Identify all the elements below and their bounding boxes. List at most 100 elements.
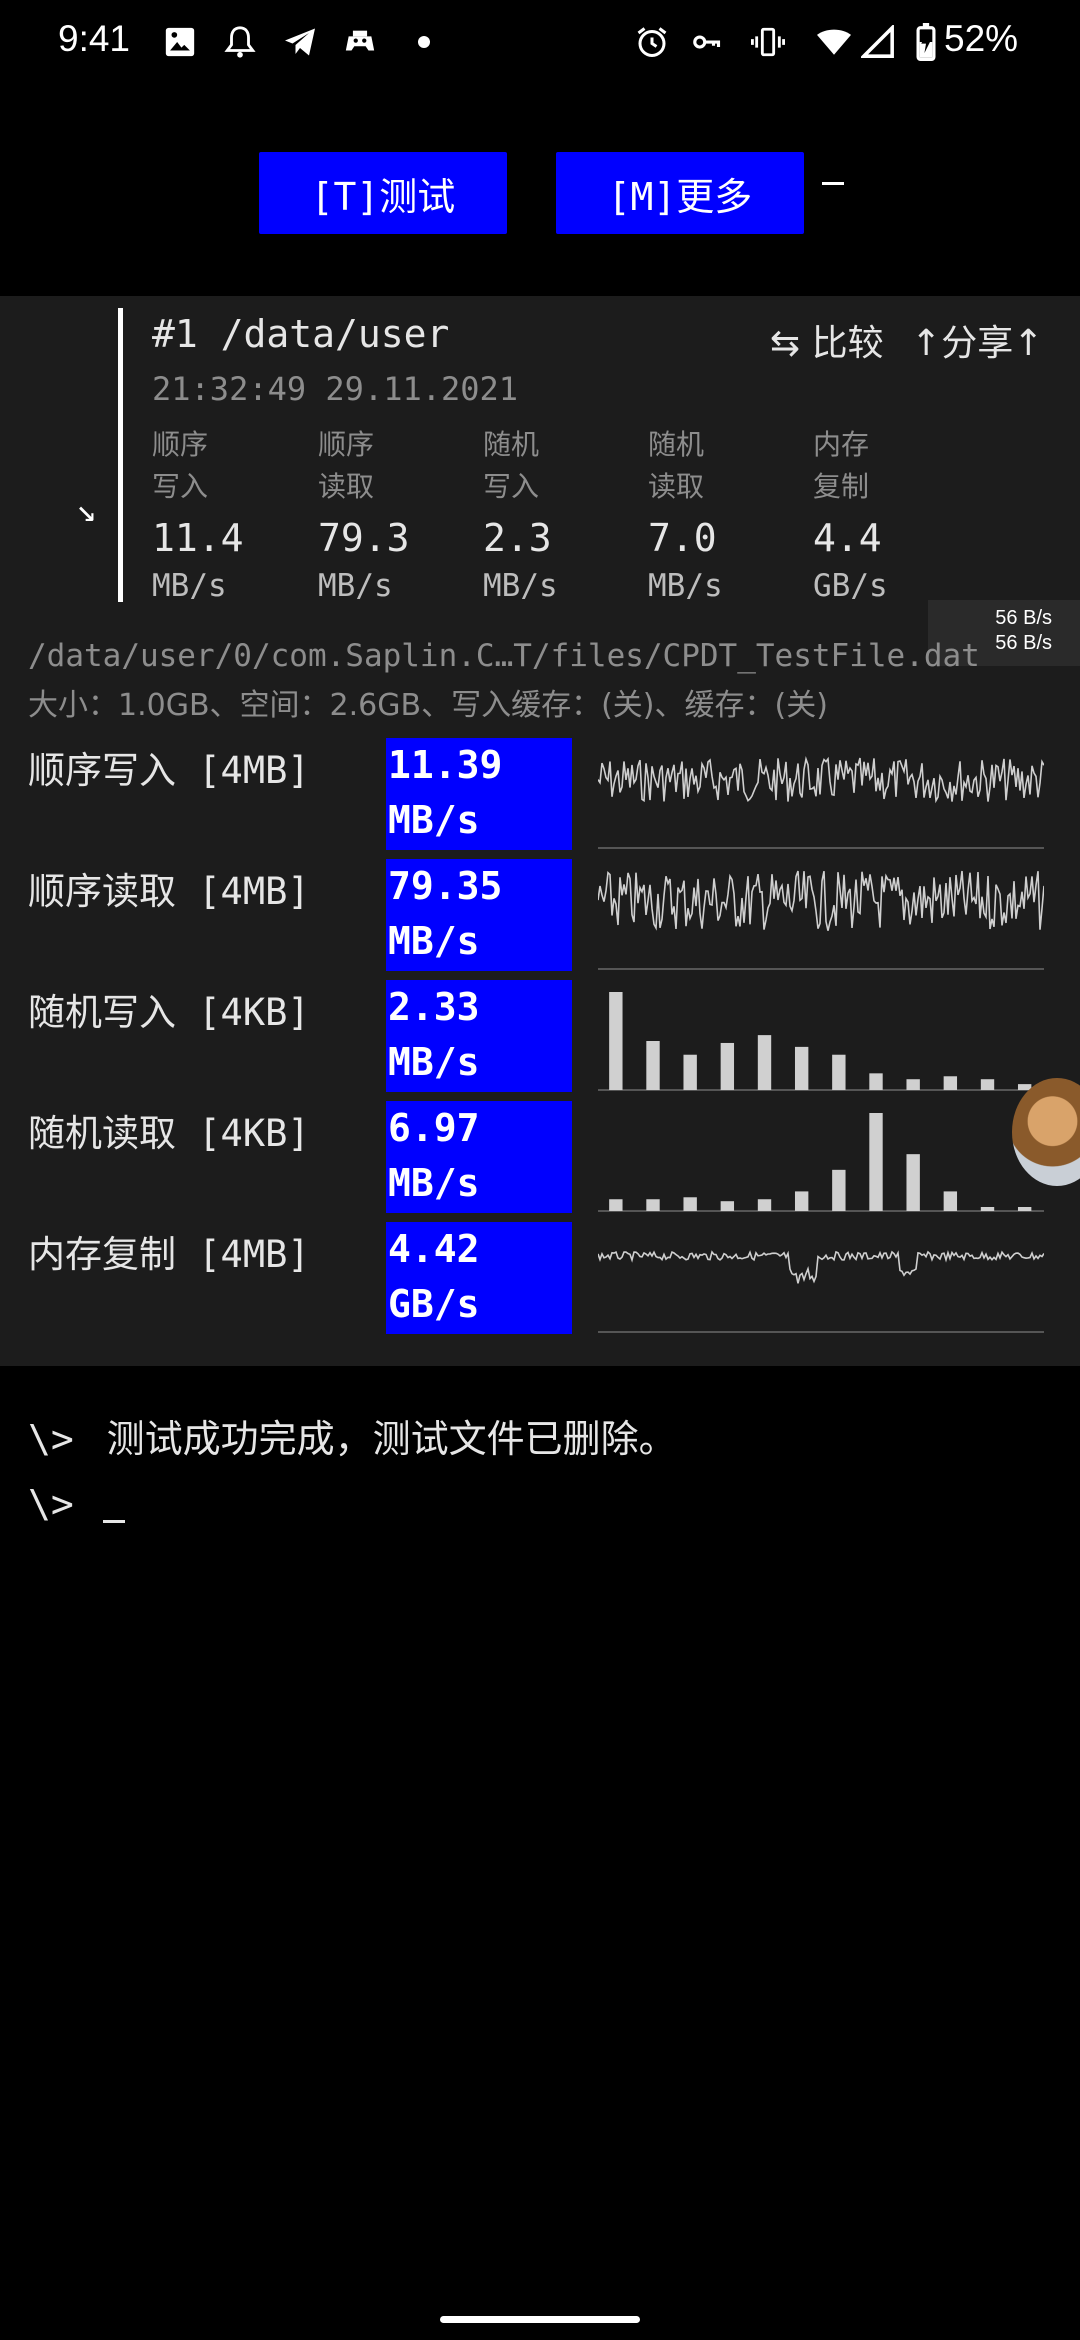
terminal-cursor [102, 1520, 125, 1523]
share-button[interactable]: ↑分享↑ [911, 323, 1044, 364]
status-time: 9:41 [58, 18, 131, 59]
result-unit: MB/s [388, 798, 480, 842]
terminal-input-line[interactable]: \> [28, 1482, 125, 1526]
result-datetime: 21:32:49 29.11.2021 [152, 370, 519, 408]
summary-metric-mem-copy: 内存 复制 4.4 GB/s [813, 424, 973, 608]
selected-indicator [118, 308, 123, 602]
metric-unit: GB/s [813, 568, 888, 604]
metric-label: 内存 [813, 428, 870, 461]
summary-metric-seq-write: 顺序 写入 11.4 MB/s [152, 424, 312, 608]
graph-bar [683, 1054, 697, 1090]
text-cursor [822, 182, 844, 185]
result-value-seq-read: 79.35 MB/s [386, 859, 572, 971]
seq-write-graph [598, 756, 1044, 849]
mem-copy-graph [598, 1249, 1044, 1333]
metric-unit: MB/s [152, 568, 227, 604]
metric-unit: MB/s [648, 568, 723, 604]
graph-bar [832, 1169, 846, 1211]
result-value-mem-copy: 4.42 GB/s [386, 1222, 572, 1334]
seq-read-graph [598, 870, 1044, 970]
metric-value: 79.3 [318, 516, 410, 560]
status-bar: 9:41 52% [0, 0, 1080, 84]
graph-bar [646, 1199, 660, 1211]
upload-speed: 56 B/s [995, 632, 1052, 654]
result-title: #1 /data/user [152, 312, 450, 356]
floating-avatar-bubble[interactable] [1012, 1078, 1080, 1186]
test-file-info: 大小：1.0GB、空间：2.6GB、写入缓存：(关)、缓存：(关) [28, 688, 828, 723]
result-label-rand-read: 随机读取 [4KB] [28, 1112, 310, 1155]
graph-bar [1017, 1084, 1032, 1090]
terminal-prompt: \> [28, 1417, 74, 1461]
metric-label: 随机 [483, 428, 540, 461]
metric-label: 读取 [318, 470, 375, 503]
terminal-message: 测试成功完成，测试文件已删除。 [106, 1417, 677, 1461]
result-value: 4.42 [388, 1227, 480, 1271]
graph-bar [683, 1197, 697, 1211]
graph-bar [609, 1199, 623, 1211]
result-value-seq-write: 11.39 MB/s [386, 738, 572, 850]
graph-bar [980, 1207, 995, 1211]
graph-bar [869, 1073, 883, 1090]
rand-write-graph [598, 992, 1044, 1091]
game-icon [340, 22, 380, 62]
result-value: 6.97 [388, 1106, 480, 1150]
graph-bar [609, 992, 623, 1090]
metric-label: 读取 [648, 470, 705, 503]
metric-value: 11.4 [152, 516, 244, 560]
metric-value: 2.3 [483, 516, 552, 560]
network-speed-overlay: 56 B/s 56 B/s [928, 600, 1080, 666]
result-value: 11.39 [388, 743, 503, 787]
result-label-rand-write: 随机写入 [4KB] [28, 991, 310, 1034]
signal-icon [858, 22, 898, 62]
result-unit: MB/s [388, 919, 480, 963]
graph-bar [832, 1054, 846, 1090]
more-button[interactable]: [M]更多 [556, 152, 804, 234]
metric-unit: MB/s [318, 568, 393, 604]
result-unit: MB/s [388, 1040, 480, 1084]
graph-bar [646, 1041, 660, 1090]
download-speed: 56 B/s [995, 607, 1052, 629]
graph-bar [720, 1201, 735, 1211]
graph-line [598, 870, 1044, 931]
metric-label: 顺序 [318, 428, 375, 461]
collapse-arrow-icon[interactable]: ↘ [76, 490, 97, 530]
graph-bar [906, 1154, 920, 1211]
summary-metric-rand-read: 随机 读取 7.0 MB/s [648, 424, 808, 608]
result-unit: GB/s [388, 1282, 480, 1326]
graph-bar [757, 1199, 772, 1211]
alarm-icon [632, 22, 672, 62]
graph-bar [980, 1079, 995, 1090]
metric-label: 写入 [483, 470, 540, 503]
result-actions: ⇆ 比较 ↑分享↑ [770, 314, 1043, 366]
summary-metric-rand-write: 随机 写入 2.3 MB/s [483, 424, 643, 608]
notification-bell-icon [220, 22, 260, 62]
graph-bar [720, 1042, 735, 1090]
rand-read-graph [598, 1113, 1044, 1212]
metric-value: 4.4 [813, 516, 882, 560]
test-button[interactable]: [T]测试 [259, 152, 507, 234]
battery-charging-icon [906, 22, 946, 62]
summary-metric-seq-read: 顺序 读取 79.3 MB/s [318, 424, 478, 608]
wifi-icon [814, 22, 854, 62]
graph-bar [943, 1076, 958, 1090]
graph-bar [794, 1046, 809, 1090]
home-indicator[interactable] [440, 2316, 640, 2323]
image-icon [160, 22, 200, 62]
metric-unit: MB/s [483, 568, 558, 604]
result-label-mem-copy: 内存复制 [4MB] [28, 1233, 310, 1276]
result-unit: MB/s [388, 1161, 480, 1205]
graph-line [598, 1249, 1044, 1284]
dot-icon [404, 22, 444, 62]
graph-bar [869, 1113, 883, 1211]
metric-label: 顺序 [152, 428, 209, 461]
compare-button[interactable]: ⇆ 比较 [770, 323, 884, 364]
result-value-rand-read: 6.97 MB/s [386, 1101, 572, 1213]
graph-bar [1017, 1207, 1032, 1211]
terminal-prompt: \> [28, 1482, 74, 1526]
metric-value: 7.0 [648, 516, 717, 560]
vpn-key-icon [686, 22, 726, 62]
metric-label: 随机 [648, 428, 705, 461]
graph-bar [906, 1079, 920, 1090]
result-label-seq-write: 顺序写入 [4MB] [28, 749, 310, 792]
graph-bar [943, 1191, 958, 1211]
